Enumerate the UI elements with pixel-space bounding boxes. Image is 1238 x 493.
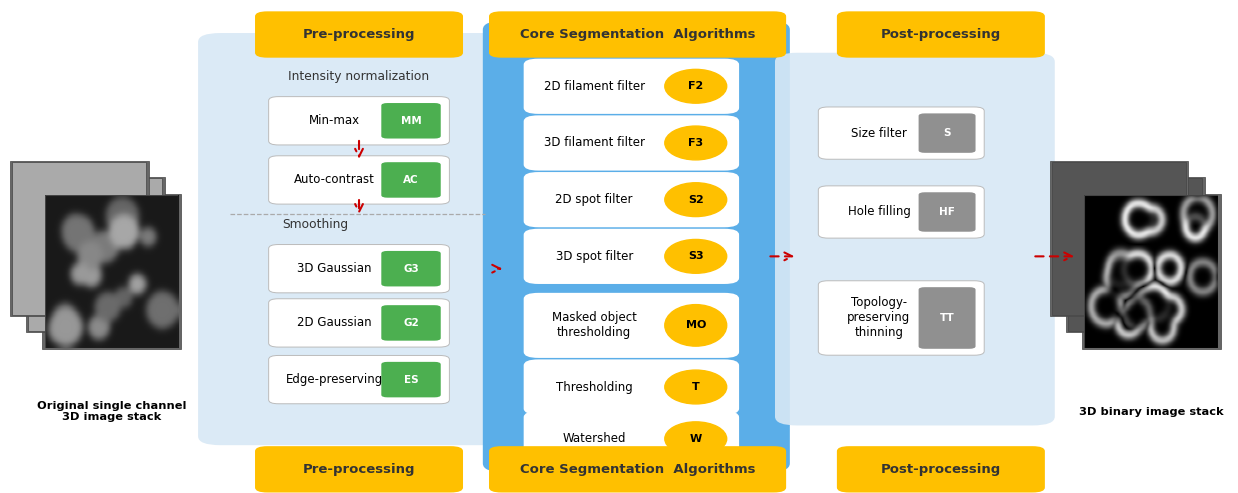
FancyBboxPatch shape (269, 97, 449, 145)
FancyBboxPatch shape (28, 178, 162, 331)
FancyBboxPatch shape (524, 359, 739, 415)
FancyBboxPatch shape (1052, 162, 1186, 315)
Text: T: T (692, 382, 699, 392)
Text: Watershed: Watershed (562, 432, 626, 445)
FancyBboxPatch shape (381, 251, 441, 286)
Text: G2: G2 (404, 318, 418, 328)
FancyBboxPatch shape (1068, 178, 1202, 331)
FancyBboxPatch shape (524, 293, 739, 358)
FancyBboxPatch shape (524, 411, 739, 466)
FancyBboxPatch shape (483, 21, 790, 472)
Text: Original single channel
3D image stack: Original single channel 3D image stack (37, 401, 186, 423)
Text: MM: MM (401, 116, 421, 126)
Text: 2D Gaussian: 2D Gaussian (297, 317, 371, 329)
FancyBboxPatch shape (381, 162, 441, 198)
Ellipse shape (665, 70, 727, 103)
Ellipse shape (665, 240, 727, 273)
Text: 3D filament filter: 3D filament filter (543, 137, 645, 149)
FancyBboxPatch shape (269, 245, 449, 293)
Text: 2D filament filter: 2D filament filter (543, 80, 645, 93)
FancyBboxPatch shape (381, 103, 441, 139)
Text: F3: F3 (688, 138, 703, 148)
FancyBboxPatch shape (524, 115, 739, 171)
Text: Pre-processing: Pre-processing (303, 28, 415, 41)
Ellipse shape (665, 305, 727, 346)
Text: F2: F2 (688, 81, 703, 91)
FancyBboxPatch shape (255, 446, 463, 493)
FancyBboxPatch shape (818, 186, 984, 238)
Text: Masked object
thresholding: Masked object thresholding (552, 312, 636, 339)
Text: 3D binary image stack: 3D binary image stack (1080, 407, 1223, 417)
Text: Core Segmentation  Algorithms: Core Segmentation Algorithms (520, 28, 755, 41)
Text: ES: ES (404, 375, 418, 385)
FancyBboxPatch shape (26, 177, 165, 332)
Text: Post-processing: Post-processing (880, 463, 1002, 476)
FancyBboxPatch shape (198, 33, 517, 445)
FancyBboxPatch shape (489, 11, 786, 58)
FancyBboxPatch shape (269, 156, 449, 204)
Text: Hole filling: Hole filling (848, 206, 910, 218)
Text: Topology-
preserving
thinning: Topology- preserving thinning (847, 296, 911, 340)
FancyBboxPatch shape (818, 107, 984, 159)
FancyBboxPatch shape (818, 281, 984, 355)
FancyBboxPatch shape (381, 362, 441, 397)
FancyBboxPatch shape (10, 161, 149, 316)
Text: 2D spot filter: 2D spot filter (556, 193, 633, 206)
Text: Core Segmentation  Algorithms: Core Segmentation Algorithms (520, 463, 755, 476)
Text: Intensity normalization: Intensity normalization (288, 70, 430, 83)
Text: MO: MO (686, 320, 706, 330)
FancyBboxPatch shape (1066, 177, 1205, 332)
Text: 3D spot filter: 3D spot filter (556, 250, 633, 263)
Ellipse shape (665, 422, 727, 456)
Ellipse shape (665, 183, 727, 216)
Text: S3: S3 (688, 251, 703, 261)
Text: Post-processing: Post-processing (880, 28, 1002, 41)
FancyBboxPatch shape (1082, 194, 1221, 349)
Text: 3D Gaussian: 3D Gaussian (297, 262, 371, 275)
Ellipse shape (665, 126, 727, 160)
FancyBboxPatch shape (269, 355, 449, 404)
FancyBboxPatch shape (489, 446, 786, 493)
Text: HF: HF (940, 207, 954, 217)
Text: S2: S2 (688, 195, 703, 205)
Text: Smoothing: Smoothing (282, 218, 349, 231)
FancyBboxPatch shape (919, 113, 976, 153)
Text: Size filter: Size filter (851, 127, 907, 140)
FancyBboxPatch shape (919, 287, 976, 349)
FancyBboxPatch shape (381, 305, 441, 341)
FancyBboxPatch shape (524, 172, 739, 227)
Text: Pre-processing: Pre-processing (303, 463, 415, 476)
Text: AC: AC (404, 175, 418, 185)
Text: Edge-preserving: Edge-preserving (286, 373, 383, 386)
FancyBboxPatch shape (12, 162, 146, 315)
Text: TT: TT (940, 313, 954, 323)
FancyBboxPatch shape (524, 229, 739, 284)
FancyBboxPatch shape (775, 53, 1055, 425)
FancyBboxPatch shape (837, 11, 1045, 58)
Text: G3: G3 (404, 264, 418, 274)
FancyBboxPatch shape (42, 194, 181, 349)
Ellipse shape (665, 370, 727, 404)
FancyBboxPatch shape (269, 299, 449, 347)
Text: Min-max: Min-max (308, 114, 360, 127)
Text: S: S (943, 128, 951, 138)
Text: Auto-contrast: Auto-contrast (293, 174, 375, 186)
FancyBboxPatch shape (255, 11, 463, 58)
FancyBboxPatch shape (919, 192, 976, 232)
Text: W: W (690, 434, 702, 444)
FancyBboxPatch shape (524, 59, 739, 114)
FancyBboxPatch shape (1050, 161, 1188, 316)
FancyBboxPatch shape (837, 446, 1045, 493)
Text: Thresholding: Thresholding (556, 381, 633, 393)
